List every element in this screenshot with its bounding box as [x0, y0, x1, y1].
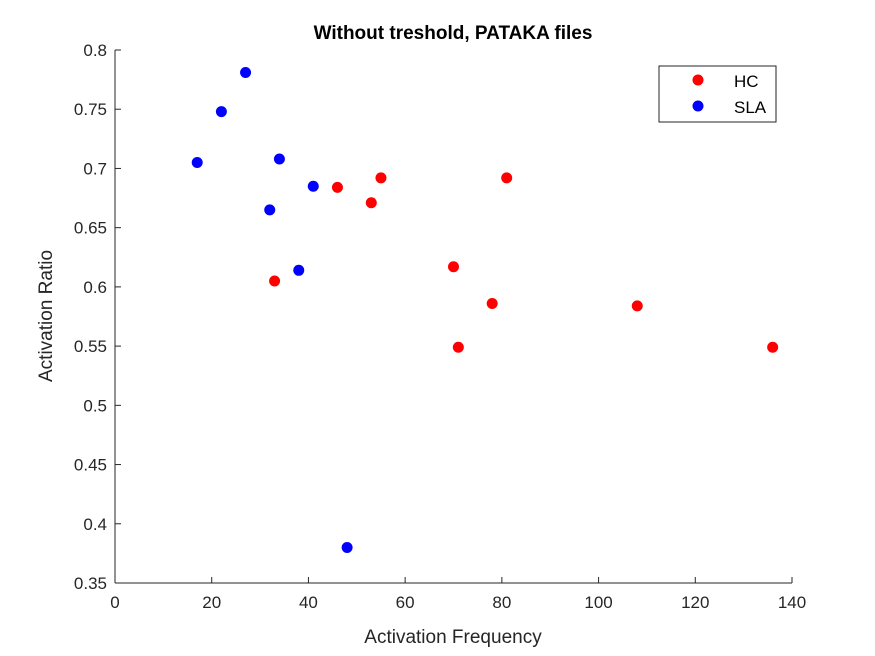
data-point-sla — [264, 204, 276, 216]
legend-marker-hc — [692, 74, 704, 86]
chart-title: Without treshold, PATAKA files — [314, 23, 593, 44]
x-axis-ticks: 0 20 40 60 80 100 120 140 — [110, 577, 806, 612]
data-point-sla — [240, 67, 252, 79]
y-tick-label: 0.8 — [83, 41, 107, 60]
data-point-hc — [365, 197, 377, 209]
x-tick-label: 100 — [584, 593, 612, 612]
legend-label-hc: HC — [734, 72, 759, 91]
data-point-hc — [501, 172, 513, 184]
data-point-sla — [307, 180, 319, 192]
y-tick-label: 0.75 — [74, 100, 107, 119]
data-point-hc — [331, 181, 343, 193]
x-tick-label: 80 — [492, 593, 511, 612]
plot-area — [115, 50, 792, 583]
y-tick-label: 0.4 — [83, 515, 107, 534]
data-point-hc — [486, 297, 498, 309]
x-tick-label: 140 — [778, 593, 806, 612]
data-point-hc — [452, 341, 464, 353]
data-point-hc — [269, 275, 281, 287]
data-point-hc — [448, 261, 459, 273]
y-tick-label: 0.55 — [74, 337, 107, 356]
x-tick-label: 40 — [299, 593, 318, 612]
legend: HC SLA — [658, 65, 777, 123]
data-points — [191, 67, 779, 553]
legend-marker-sla — [692, 100, 704, 112]
data-point-hc — [375, 172, 387, 184]
data-point-hc — [767, 341, 779, 353]
x-tick-label: 0 — [110, 593, 119, 612]
legend-label-sla: SLA — [734, 98, 767, 117]
x-tick-label: 60 — [396, 593, 415, 612]
x-tick-label: 20 — [202, 593, 221, 612]
data-point-sla — [273, 153, 285, 165]
data-point-sla — [293, 264, 305, 276]
y-tick-label: 0.65 — [74, 219, 107, 238]
data-point-sla — [191, 157, 203, 169]
y-tick-label: 0.6 — [83, 278, 107, 297]
y-tick-label: 0.7 — [83, 159, 107, 178]
y-tick-label: 0.45 — [74, 456, 107, 475]
y-tick-label: 0.5 — [83, 396, 107, 415]
data-point-hc — [631, 300, 643, 312]
data-point-sla — [341, 541, 353, 553]
y-axis-label: Activation Ratio — [36, 250, 57, 382]
data-point-sla — [215, 106, 227, 118]
y-tick-label: 0.35 — [74, 574, 107, 593]
x-axis-label: Activation Frequency — [364, 627, 542, 648]
legend-box — [658, 65, 777, 123]
y-axis-ticks: 0.35 0.4 0.45 0.5 0.55 0.6 0.65 0.7 0.75 0.8 — [74, 41, 121, 593]
x-tick-label: 120 — [681, 593, 709, 612]
